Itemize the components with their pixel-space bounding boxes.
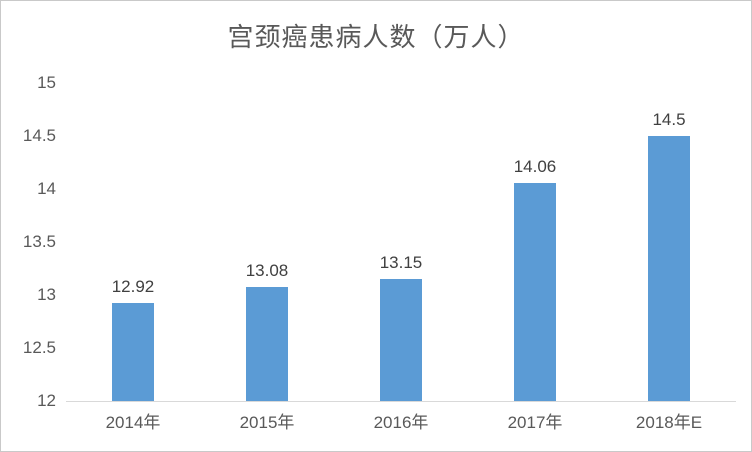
bar <box>514 182 556 401</box>
bar-value-label: 13.08 <box>245 260 289 280</box>
bar-value-label: 14.06 <box>513 156 557 176</box>
bar <box>246 286 288 401</box>
bar <box>380 279 422 401</box>
y-tick-label: 12.5 <box>22 338 56 357</box>
y-tick-label: 13 <box>37 285 56 304</box>
y-axis: 15 14.5 14 13.5 13 12.5 12 <box>1 73 56 410</box>
y-tick-label: 13.5 <box>22 232 56 251</box>
x-tick-label: 2016年 <box>373 413 429 432</box>
bar-slot: 14.5 <box>602 83 736 401</box>
y-tick-label: 15 <box>37 73 56 92</box>
bar-value-label: 12.92 <box>111 277 155 297</box>
bar-slot: 14.06 <box>468 83 602 401</box>
y-tick-label: 14.5 <box>22 126 56 145</box>
x-tick-label: 2018年E <box>635 413 703 432</box>
chart-title: 宫颈癌患病人数（万人） <box>227 23 525 52</box>
bar <box>112 303 154 401</box>
y-tick-label: 14 <box>37 179 56 198</box>
y-tick-label: 12 <box>37 391 56 410</box>
bar-value-label: 14.5 <box>652 110 686 129</box>
plot-area: 12.92 13.08 13.15 14.06 14.5 <box>66 83 736 402</box>
x-axis: 2014年 2015年 2016年 2017年 2018年E <box>66 408 736 438</box>
bar <box>648 136 690 401</box>
bar-value-label: 13.15 <box>379 253 423 273</box>
x-tick-label: 2017年 <box>507 413 563 432</box>
x-tick-label: 2015年 <box>239 413 295 432</box>
bar-slot: 13.15 <box>334 83 468 401</box>
bar-slot: 12.92 <box>66 83 200 401</box>
x-tick-label: 2014年 <box>105 413 161 432</box>
bar-slot: 13.08 <box>200 83 334 401</box>
